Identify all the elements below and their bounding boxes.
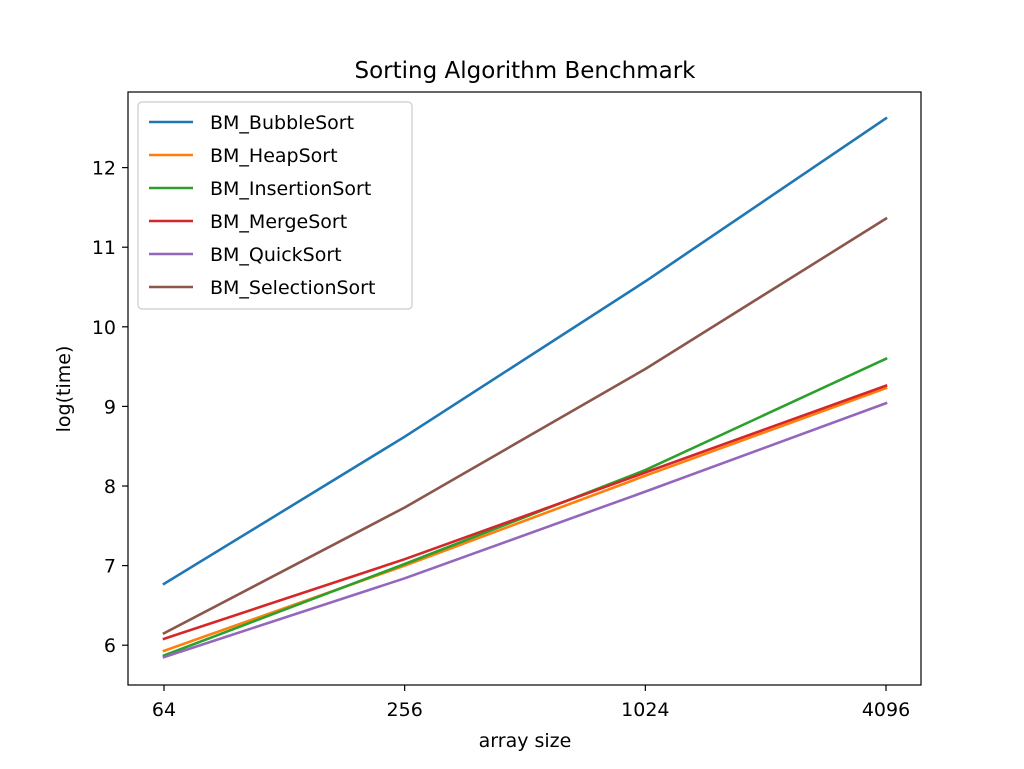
legend-label: BM_BubbleSort [210, 112, 354, 134]
y-tick-label: 12 [92, 158, 116, 180]
x-axis-label: array size [479, 730, 572, 752]
x-tick-label: 256 [387, 699, 423, 721]
series-line-bm-mergesort [162, 384, 888, 641]
chart-title: Sorting Algorithm Benchmark [355, 58, 697, 84]
y-axis-ticks: 6 7 8 9 10 11 12 [92, 158, 128, 657]
legend-label: BM_QuickSort [210, 244, 342, 266]
series-line-bm-selectionsort [162, 216, 888, 636]
series-line-bm-quicksort [162, 401, 888, 659]
y-tick-label: 6 [104, 635, 116, 657]
legend-label: BM_HeapSort [210, 145, 338, 167]
y-tick-label: 8 [104, 476, 116, 498]
x-tick-label: 4096 [862, 699, 910, 721]
legend-label: BM_MergeSort [210, 211, 347, 233]
series-layer [162, 116, 888, 659]
plot-frame [127, 91, 922, 686]
y-axis-label: log(time) [53, 346, 75, 433]
x-axis-ticks: 64 256 1024 4096 [152, 685, 910, 721]
series-line-bm-bubblesort [162, 116, 888, 586]
legend-label: BM_InsertionSort [210, 178, 371, 200]
y-tick-label: 7 [104, 556, 116, 578]
y-tick-label: 10 [92, 317, 116, 339]
legend-label: BM_SelectionSort [210, 277, 375, 299]
y-tick-label: 9 [104, 396, 116, 418]
y-tick-label: 11 [92, 237, 116, 259]
x-tick-label: 1024 [621, 699, 669, 721]
legend: BM_BubbleSort BM_HeapSort BM_InsertionSort… [137, 101, 413, 310]
x-tick-label: 64 [152, 699, 176, 721]
legend-box [137, 101, 413, 310]
series-line-bm-heapsort [162, 386, 888, 653]
